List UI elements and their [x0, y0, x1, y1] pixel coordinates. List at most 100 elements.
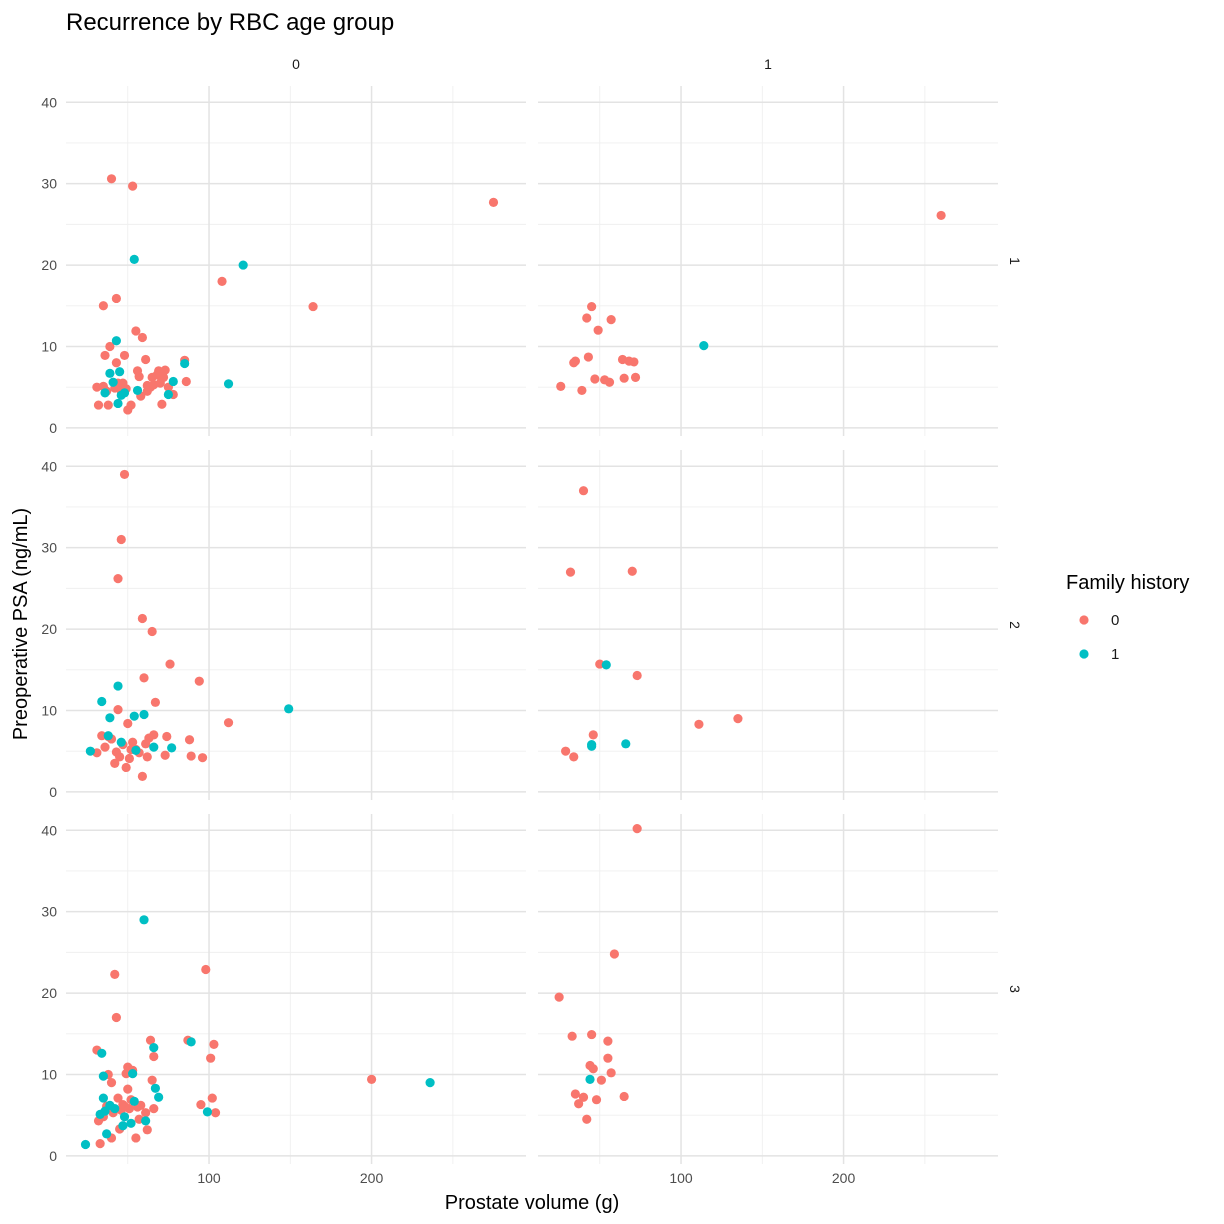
- data-point: [126, 1118, 136, 1128]
- y-tick-label: 20: [41, 985, 57, 1001]
- panel-points-r3-c1: [554, 824, 642, 1124]
- data-point: [567, 1031, 577, 1041]
- data-point: [126, 400, 136, 410]
- x-tick-label: 100: [197, 1170, 221, 1186]
- data-point: [184, 735, 195, 745]
- data-point: [149, 742, 159, 752]
- data-point: [574, 1099, 584, 1109]
- data-point: [603, 1053, 613, 1063]
- data-point: [113, 1093, 123, 1103]
- data-point: [97, 696, 107, 707]
- legend-label: 0: [1111, 612, 1119, 629]
- data-point: [95, 1139, 105, 1149]
- y-tick-label: 10: [41, 1066, 57, 1082]
- panel-points-r2-c0: [85, 469, 294, 781]
- data-point: [132, 385, 143, 396]
- data-point: [223, 718, 234, 728]
- data-point: [201, 964, 211, 975]
- data-point: [238, 260, 248, 270]
- data-point: [186, 751, 196, 761]
- data-point: [123, 1084, 133, 1094]
- legend: Family history 0 1: [1066, 572, 1189, 663]
- data-point: [488, 197, 499, 207]
- y-tick-label: 40: [41, 94, 57, 110]
- panel-grid-r3-c0: [66, 814, 526, 1164]
- data-point: [147, 1075, 157, 1085]
- data-point: [149, 1051, 159, 1062]
- data-point: [129, 254, 139, 264]
- data-point: [134, 371, 144, 382]
- data-point: [694, 719, 704, 729]
- row-facet-label: 3: [1007, 985, 1023, 993]
- data-point: [102, 1129, 112, 1139]
- data-point: [194, 676, 204, 686]
- data-point: [106, 174, 117, 184]
- data-point: [556, 381, 566, 391]
- data-point: [168, 376, 178, 387]
- data-point: [582, 313, 592, 323]
- data-point: [181, 376, 191, 387]
- data-point: [98, 1071, 108, 1081]
- data-point: [100, 350, 110, 361]
- legend-title: Family history: [1066, 572, 1189, 594]
- data-point: [217, 276, 227, 286]
- data-point: [627, 566, 637, 576]
- data-point: [149, 1104, 159, 1114]
- data-point: [149, 1043, 159, 1053]
- column-facet-label: 0: [292, 56, 300, 72]
- data-point: [180, 358, 190, 369]
- data-point: [105, 713, 115, 723]
- data-point: [621, 739, 631, 749]
- data-point: [131, 745, 141, 755]
- data-point: [139, 709, 149, 720]
- data-point: [585, 1074, 595, 1084]
- data-point: [137, 332, 147, 343]
- data-point: [596, 1075, 606, 1085]
- y-tick-label: 20: [41, 621, 57, 637]
- data-point: [111, 293, 121, 304]
- data-point: [142, 1125, 152, 1135]
- data-point: [100, 742, 110, 752]
- data-point: [137, 613, 147, 624]
- data-point: [699, 341, 709, 351]
- column-facet-label: 1: [764, 56, 772, 72]
- panel-grid-r1-c1: [538, 86, 998, 436]
- data-point: [97, 1048, 107, 1058]
- data-point: [604, 377, 615, 387]
- data-point: [601, 660, 611, 670]
- data-point: [145, 1035, 156, 1045]
- data-point: [119, 469, 130, 480]
- data-point: [606, 1068, 616, 1078]
- data-point: [100, 388, 110, 398]
- data-point: [105, 368, 115, 378]
- data-point: [223, 379, 234, 389]
- data-point: [113, 705, 123, 715]
- data-point: [103, 400, 113, 410]
- data-point: [113, 398, 123, 409]
- data-point: [157, 399, 167, 409]
- data-point: [582, 1114, 592, 1124]
- data-point: [570, 1089, 580, 1099]
- data-point: [165, 659, 175, 669]
- chart-title: Recurrence by RBC age group: [66, 9, 394, 36]
- data-point: [113, 681, 123, 691]
- panel-grid-r3-c1: [538, 814, 998, 1164]
- data-point: [587, 301, 597, 312]
- data-point: [106, 1078, 117, 1088]
- data-point: [160, 365, 170, 375]
- panel-grid-r2-c0: [66, 450, 526, 800]
- data-point: [129, 1096, 139, 1106]
- data-point: [98, 1093, 108, 1103]
- data-point: [569, 752, 579, 762]
- y-tick-label: 0: [49, 420, 57, 436]
- x-tick-label: 200: [360, 1170, 384, 1186]
- panel-points-r1-c0: [92, 174, 499, 415]
- data-point: [150, 697, 160, 707]
- data-point: [150, 1083, 160, 1093]
- row-facet-label: 1: [1007, 257, 1023, 265]
- y-tick-label: 40: [41, 458, 57, 474]
- data-point: [632, 824, 642, 834]
- data-point: [186, 1037, 196, 1047]
